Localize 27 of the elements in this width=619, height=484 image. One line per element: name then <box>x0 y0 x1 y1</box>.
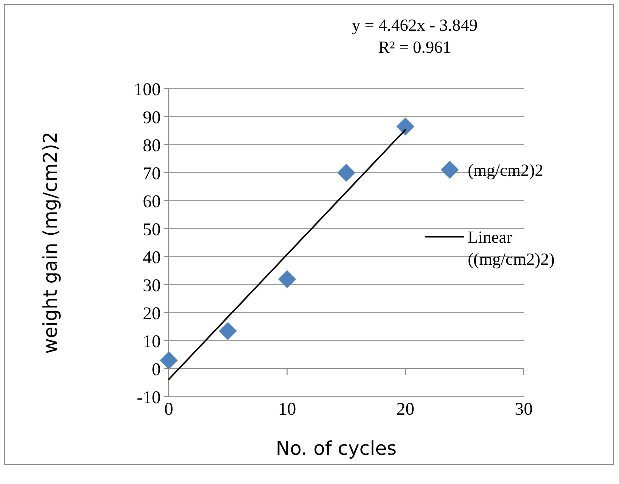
x-tick-label: 0 <box>164 399 174 419</box>
y-tick-label: 10 <box>143 331 161 352</box>
point <box>396 118 415 136</box>
y-tick-label: 100 <box>134 79 161 100</box>
y-axis-title: weight gain (mg/cm2)2 <box>40 132 62 354</box>
y-tick-label: 20 <box>143 303 161 324</box>
y-tick-label: 90 <box>143 107 161 128</box>
y-tick-label: 30 <box>143 275 161 296</box>
x-tick-label: 10 <box>278 399 296 419</box>
point <box>219 322 238 340</box>
point <box>278 270 296 288</box>
y-tick-label: 80 <box>143 135 161 156</box>
point <box>160 352 178 370</box>
y-tick-label: 50 <box>143 219 161 240</box>
y-tick-label: 60 <box>143 191 161 212</box>
x-tick-label: 20 <box>396 399 415 419</box>
legend-label: (mg/cm2)2 <box>468 160 544 180</box>
x-axis-title: No. of cycles <box>276 438 397 460</box>
text: R² = 0.961 <box>378 38 452 57</box>
y-tick-label: 70 <box>143 163 161 184</box>
y-tick-label: 40 <box>143 247 161 268</box>
y-tick-label: 0 <box>152 359 161 380</box>
text: y = 4.462x - 3.849 <box>352 16 478 35</box>
y-tick-label: -10 <box>137 387 161 408</box>
x-tick-label: 30 <box>515 399 533 419</box>
point <box>338 164 356 182</box>
legend-label: Linear ((mg/cm2)2) <box>468 228 555 270</box>
